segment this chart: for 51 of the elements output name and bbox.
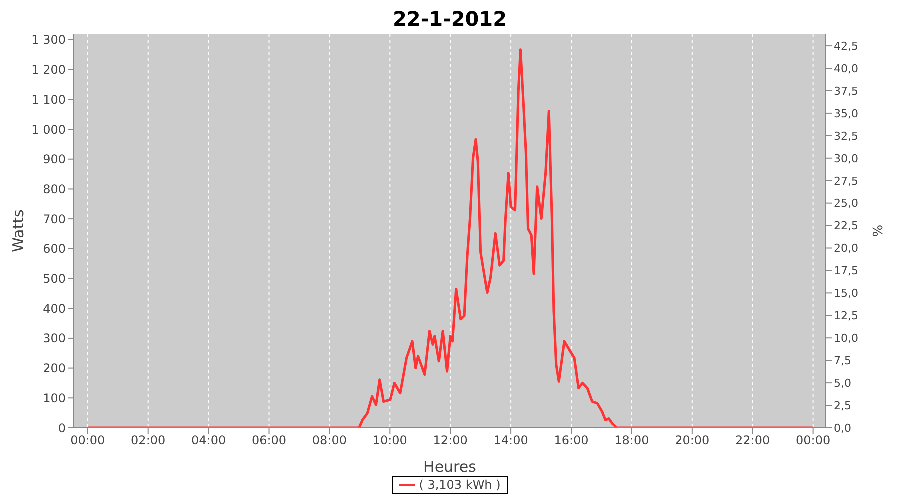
y2-tick-label: 25,0 (834, 197, 858, 210)
x-tick-label: 22:00 (736, 434, 770, 448)
y2-tick-label: 10,0 (834, 332, 858, 346)
y2-tick-label: 27,5 (834, 174, 858, 188)
y-tick-label: 900 (43, 152, 66, 167)
y-tick-label: 600 (43, 242, 66, 256)
y-tick-label: 800 (43, 182, 66, 196)
y2-tick-label: 17,5 (834, 264, 858, 278)
x-tick-label: 00:00 (796, 434, 831, 448)
x-tick-label: 16:00 (554, 434, 589, 448)
y2-tick-label: 35,0 (834, 107, 858, 120)
y-axis-title: Watts (9, 210, 28, 252)
x-tick-label: 06:00 (252, 434, 287, 448)
y-tick-label: 100 (43, 391, 66, 406)
y2-tick-label: 12,5 (834, 310, 858, 323)
x-tick-label: 18:00 (614, 434, 650, 448)
x-tick-label: 20:00 (675, 434, 710, 448)
y-tick-label: 1 100 (32, 92, 66, 107)
y-tick-label: 400 (43, 302, 66, 316)
y2-tick-label: 20,0 (834, 242, 858, 256)
line-series (86, 48, 815, 428)
chart-title: 22-1-2012 (392, 6, 508, 32)
y2-tick-label: 37,5 (834, 84, 858, 98)
y-tick-label: 1 200 (32, 63, 66, 78)
y2-tick-label: 32,5 (834, 130, 858, 143)
x-tick-label: 08:00 (312, 434, 347, 448)
x-tick-label: 10:00 (372, 434, 408, 448)
y2-tick-label: 7,5 (834, 354, 852, 368)
y-tick-label: 500 (43, 272, 66, 286)
x-tick-label: 14:00 (494, 434, 528, 448)
x-axis-title: Heures (424, 458, 477, 476)
y2-tick-label: 0,0 (834, 422, 852, 435)
y2-tick-label: 40,0 (834, 62, 858, 76)
x-tick-label: 04:00 (192, 434, 226, 448)
y2-tick-label: 5,0 (834, 376, 852, 390)
y2-axis-title: % (872, 224, 887, 238)
y-tick-label: 700 (43, 212, 66, 226)
x-tick-label: 02:00 (131, 434, 166, 448)
y-tick-label: 300 (43, 332, 66, 346)
y2-tick-label: 15,0 (834, 287, 858, 300)
y2-tick-label: 2,5 (834, 399, 852, 412)
x-tick-label: 00:00 (70, 434, 106, 448)
y2-tick-label: 30,0 (834, 152, 858, 166)
y2-tick-label: 22,5 (834, 220, 858, 233)
x-tick-label: 12:00 (433, 434, 468, 448)
y-tick-label: 0 (58, 421, 66, 436)
legend-label: ( 3,103 kWh ) (418, 478, 501, 492)
y2-tick-label: 42,5 (834, 40, 858, 53)
y-tick-label: 1 300 (32, 33, 66, 48)
y-tick-label: 200 (43, 362, 66, 376)
y-tick-label: 1 000 (32, 122, 66, 137)
